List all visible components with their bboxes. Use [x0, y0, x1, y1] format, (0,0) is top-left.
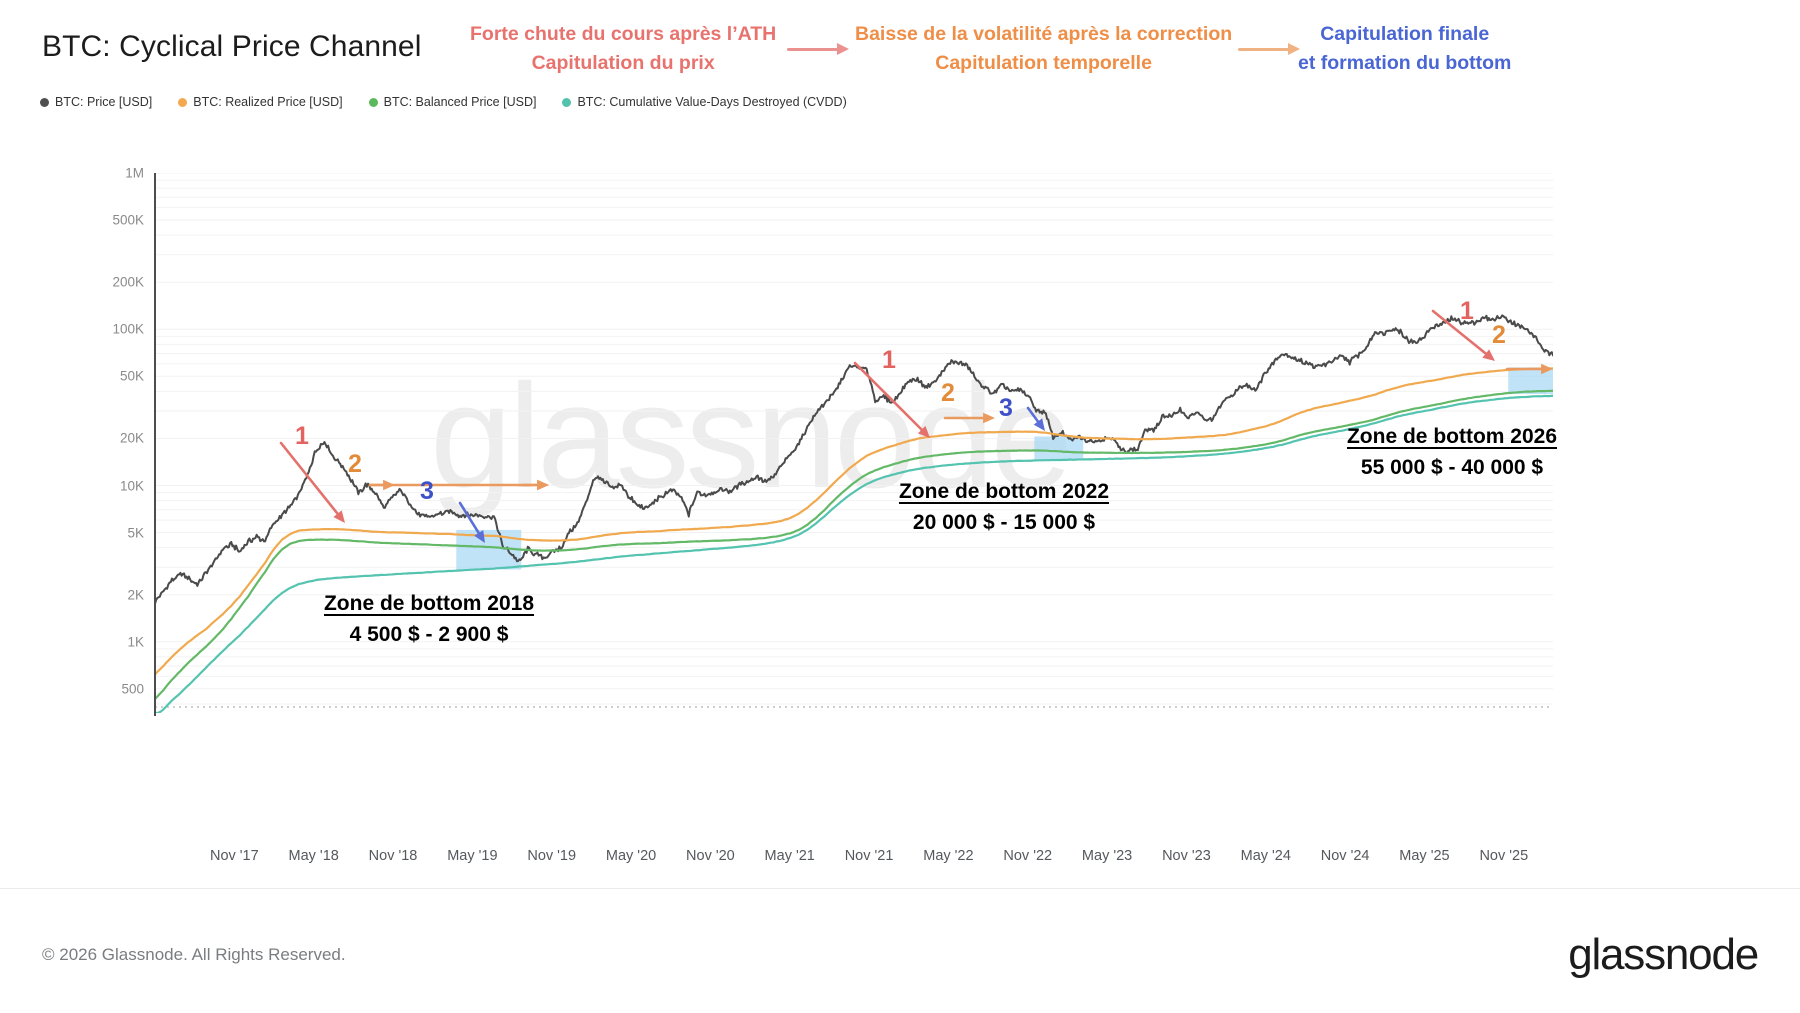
y-tick-label-7: 5K [127, 525, 144, 541]
arrow-1-2018 [279, 441, 345, 523]
series-line-2 [155, 389, 1553, 701]
y-tick-label-10: 500 [121, 681, 144, 697]
x-tick-label-2: Nov '18 [368, 848, 418, 864]
zone-2018-label: Zone de bottom 2018 4 500 $ - 2 900 $ [324, 592, 534, 647]
legend-label: BTC: Cumulative Value-Days Destroyed (CV… [577, 95, 847, 109]
y-tick-label-0: 1M [125, 165, 144, 181]
phase-note-final-capitulation: Capitulation finale et formation du bott… [1298, 20, 1511, 78]
x-tick-label-13: May '24 [1240, 848, 1291, 864]
legend-swatch-icon [40, 97, 49, 107]
page-title: BTC: Cyclical Price Channel [42, 30, 422, 63]
x-tick-label-10: Nov '22 [1003, 848, 1053, 864]
zone-2018-title: Zone de bottom 2018 [323, 592, 535, 615]
x-tick-label-9: May '22 [923, 848, 974, 864]
footer-divider [0, 888, 1800, 889]
phase-note-2-line1: Baisse de la volatilité après la correct… [855, 23, 1233, 45]
arrow-3-2022 [1026, 406, 1045, 431]
x-tick-label-6: Nov '20 [686, 848, 735, 864]
zone-2022-title: Zone de bottom 2022 [898, 480, 1110, 503]
x-tick-label-1: May '18 [288, 848, 339, 864]
legend-swatch-icon [562, 97, 572, 107]
arrow-2-2026 [1505, 363, 1553, 375]
zone-2022-label: Zone de bottom 2022 20 000 $ - 15 000 $ [899, 480, 1109, 535]
glassnode-logo: glassnode [1568, 930, 1759, 979]
step-marker-1: 2 [348, 450, 362, 478]
phase-note-3-line2: et formation du bottom [1298, 52, 1512, 74]
step-marker-7: 2 [1492, 321, 1506, 349]
legend-swatch-icon [178, 97, 188, 107]
x-tick-label-12: Nov '23 [1162, 848, 1211, 864]
x-tick-label-15: May '25 [1399, 848, 1450, 864]
phase-arrow-1-icon [787, 43, 849, 55]
phase-note-time-capitulation: Baisse de la volatilité après la correct… [855, 20, 1232, 78]
arrow-2-2022 [943, 412, 995, 424]
arrow-1-2022 [853, 361, 930, 438]
legend-swatch-icon [368, 97, 378, 107]
series-line-3 [155, 394, 1553, 713]
x-tick-label-16: Nov '25 [1479, 848, 1529, 864]
legend-label: BTC: Balanced Price [USD] [383, 95, 537, 109]
bottom-zone-rects [456, 367, 1553, 570]
legend-label: BTC: Realized Price [USD] [193, 95, 343, 109]
series-line-0 [155, 314, 1553, 605]
step-marker-5: 3 [999, 394, 1013, 422]
y-tick-label-3: 100K [112, 321, 144, 337]
arrow-3-2018 [458, 501, 485, 543]
arrow-1-2026 [1431, 309, 1495, 361]
x-tick-label-14: Nov '24 [1320, 848, 1370, 864]
x-tick-label-4: Nov '19 [527, 848, 577, 864]
y-tick-label-5: 20K [119, 430, 144, 446]
phase-note-3-line1: Capitulation finale [1320, 23, 1490, 45]
zone-2026-range: 55 000 $ - 40 000 $ [1360, 456, 1544, 479]
y-tick-label-1: 500K [112, 212, 144, 228]
chart-canvas [155, 173, 1553, 713]
series-line-1 [155, 367, 1553, 676]
legend-item-0[interactable]: BTC: Price [USD] [40, 95, 152, 109]
x-tick-label-3: May '19 [447, 848, 498, 864]
y-tick-label-9: 1K [127, 634, 144, 650]
phase-note-2-line2: Capitulation temporelle [935, 52, 1152, 74]
legend-item-3[interactable]: BTC: Cumulative Value-Days Destroyed (CV… [562, 95, 847, 109]
step-marker-3: 1 [882, 346, 896, 374]
x-tick-label-0: Nov '17 [209, 848, 259, 864]
plot-area [155, 173, 1553, 713]
step-marker-2: 3 [420, 477, 434, 505]
legend-label: BTC: Price [USD] [55, 95, 153, 109]
x-tick-label-7: May '21 [764, 848, 815, 864]
y-tick-label-2: 200K [112, 274, 144, 290]
step-marker-0: 1 [295, 422, 309, 450]
y-axis-labels: 1M 500K 200K 100K 50K 20K 10K 5K 2K 1K 500 [98, 0, 144, 1013]
x-tick-label-11: May '23 [1081, 848, 1133, 864]
y-axis-line [154, 173, 156, 716]
zone-2018-range: 4 500 $ - 2 900 $ [349, 623, 509, 646]
legend-item-1[interactable]: BTC: Realized Price [USD] [178, 95, 343, 109]
x-tick-label-5: May '20 [605, 848, 657, 864]
phase-arrow-2-icon [1238, 43, 1300, 55]
zone-2026-label: Zone de bottom 2026 55 000 $ - 40 000 $ [1347, 425, 1557, 480]
phase-note-1-line2: Capitulation du prix [531, 52, 715, 74]
step-marker-6: 1 [1460, 297, 1474, 325]
gridlines [155, 173, 1553, 705]
y-tick-label-8: 2K [127, 587, 144, 603]
zone-2022-range: 20 000 $ - 15 000 $ [912, 511, 1096, 534]
phase-note-1-line1: Forte chute du cours après l’ATH [470, 23, 777, 45]
arrow-2-2018-shaft [368, 479, 549, 491]
rect-2022 [1034, 436, 1084, 460]
legend-item-2[interactable]: BTC: Balanced Price [USD] [368, 95, 537, 109]
zone-2026-title: Zone de bottom 2026 [1346, 425, 1558, 448]
copyright-text: © 2026 Glassnode. All Rights Reserved. [42, 945, 346, 964]
chart-legend: BTC: Price [USD] BTC: Realized Price [USD… [40, 95, 873, 109]
phase-note-price-capitulation: Forte chute du cours après l’ATH Capitul… [470, 20, 776, 78]
y-tick-label-6: 10K [119, 478, 144, 493]
x-tick-label-8: Nov '21 [844, 848, 894, 864]
y-tick-label-4: 50K [119, 368, 144, 384]
step-marker-4: 2 [941, 379, 955, 407]
